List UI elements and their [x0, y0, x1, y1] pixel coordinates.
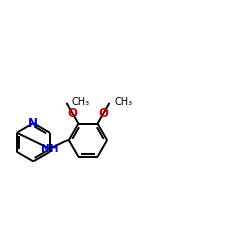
- Text: N: N: [28, 117, 38, 130]
- Text: O: O: [68, 107, 78, 120]
- Text: O: O: [98, 107, 108, 120]
- Text: NH: NH: [41, 144, 58, 154]
- Text: CH₃: CH₃: [71, 96, 89, 106]
- Text: CH₃: CH₃: [114, 96, 132, 106]
